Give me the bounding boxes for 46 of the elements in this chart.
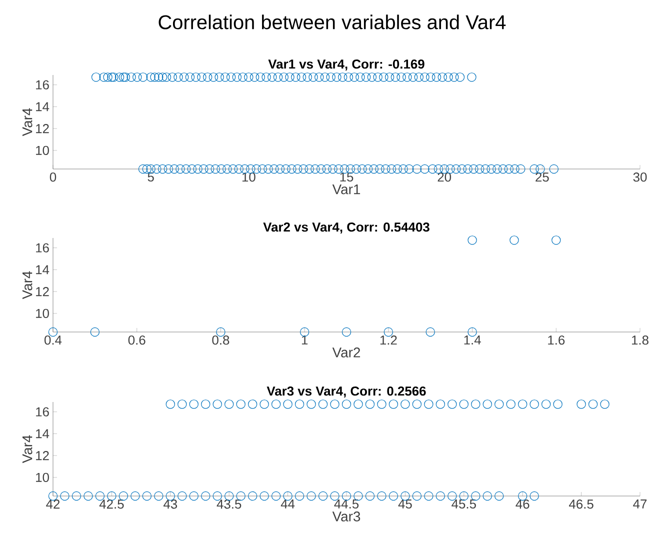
x-tick-label: 43	[163, 500, 178, 509]
y-tick-label: 16	[36, 243, 49, 252]
x-tick-label: 45.5	[452, 500, 476, 509]
x-tick-label: 44	[280, 500, 295, 508]
x-tick-label: 44.5	[334, 500, 359, 509]
x-tick-label: 30	[633, 172, 647, 182]
y-axis-title: Var4	[22, 435, 32, 464]
x-tick-label: 46.5	[568, 500, 594, 509]
x-tick-label: 42	[46, 500, 60, 509]
x-tick-label: 42.5	[99, 500, 124, 509]
x-tick-label: 1.4	[464, 336, 481, 344]
x-tick-label: 1.6	[548, 336, 565, 345]
y-tick-label: 12	[36, 451, 49, 460]
chart-subtitle: Var1 vs Var4, Corr: -0.169	[268, 59, 424, 71]
y-tick-label: 10	[36, 146, 49, 155]
chart-title: Var2 vs Var4, Corr: 0.54403	[263, 222, 430, 234]
y-tick-label: 16	[36, 407, 49, 416]
y-axis-title: Var4	[22, 271, 32, 300]
x-tick-label: 25	[536, 172, 549, 182]
x-tick-label: 47	[633, 500, 647, 508]
x-tick-label: 0	[50, 172, 56, 182]
x-tick-label: 0.4	[44, 336, 62, 345]
y-tick-label: 12	[36, 287, 49, 296]
x-tick-label: 10	[242, 172, 256, 182]
y-tick-label: 16	[36, 80, 49, 90]
x-tick-label: 1.2	[380, 336, 397, 345]
y-axis-title: Var4	[22, 108, 32, 136]
x-tick-label: 1.8	[632, 336, 648, 345]
x-axis-title: Var2	[332, 348, 360, 358]
x-tick-label: 45	[398, 500, 412, 509]
x-tick-label: 46	[516, 500, 530, 509]
x-axis-title: Var1	[332, 184, 360, 194]
y-tick-label: 14	[36, 102, 50, 112]
x-tick-label: 0.8	[212, 336, 230, 345]
y-tick-label: 14	[36, 265, 50, 274]
x-axis-title: Var3	[332, 512, 360, 522]
x-tick-label: 43.5	[216, 500, 242, 509]
x-tick-label: 0.6	[128, 336, 146, 345]
chart-title: Correlation between variables and Var4	[158, 14, 506, 30]
y-tick-label: 12	[36, 124, 49, 134]
x-tick-label: 15	[340, 172, 354, 182]
y-tick-label: 14	[36, 429, 50, 438]
chart-title: Var3 vs Var4, Corr: 0.2566	[266, 386, 426, 398]
y-tick-label: 10	[36, 308, 49, 318]
x-tick-label: 20	[438, 172, 452, 182]
y-tick-label: 10	[36, 472, 49, 482]
